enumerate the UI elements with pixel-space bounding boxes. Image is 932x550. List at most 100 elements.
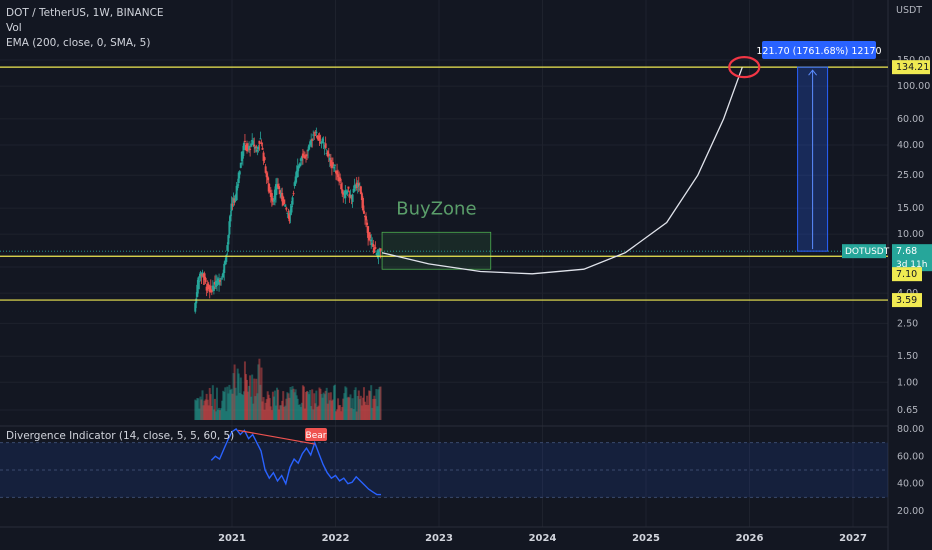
volume-legend[interactable]: Vol: [6, 22, 22, 34]
volume-bar: [210, 405, 213, 420]
candle-body: [273, 189, 276, 200]
price-tick-label: 10.00: [897, 229, 924, 240]
candle-body: [264, 166, 267, 173]
volume-bar: [316, 406, 319, 420]
volume-bar: [211, 385, 214, 420]
volume-bar: [360, 405, 363, 420]
divergence-legend[interactable]: Divergence Indicator (14, close, 5, 5, 6…: [6, 430, 235, 442]
volume-bar: [344, 386, 347, 420]
volume-bar: [225, 411, 228, 420]
candle-body: [294, 176, 297, 184]
volume-bar: [366, 395, 369, 420]
symbol-tag-bg: [842, 244, 886, 259]
candle-body: [208, 286, 211, 293]
volume-bar: [201, 390, 204, 420]
volume-bar: [231, 393, 234, 420]
candle-body: [217, 278, 220, 285]
volume-bar: [222, 390, 225, 420]
candle-body: [251, 139, 254, 142]
buy-zone-box[interactable]: BuyZone: [381, 198, 492, 270]
volume-bar: [263, 409, 266, 420]
candle-body: [342, 191, 345, 195]
candle-body: [361, 197, 364, 211]
candle-body: [352, 188, 355, 193]
time-axis[interactable]: 2021 2022 2023 2024 2025 2026 2027: [0, 526, 888, 544]
candle-body: [305, 155, 308, 157]
candle-body: [339, 177, 342, 182]
volume-bar: [287, 393, 290, 420]
volume-bar: [237, 373, 240, 420]
volume-bar: [283, 406, 286, 420]
candle-body: [233, 198, 236, 202]
candle-body: [333, 164, 336, 166]
volume-bar: [296, 398, 299, 420]
candle-body: [210, 289, 213, 293]
candle-body: [241, 151, 244, 159]
level-mid-tag: 7.10: [896, 269, 917, 280]
candle-body: [271, 198, 274, 202]
candle-body: [221, 278, 224, 280]
candle-body: [246, 143, 249, 152]
buy-zone-rect[interactable]: [381, 231, 492, 270]
volume-bar: [217, 409, 220, 420]
candle-body: [291, 197, 294, 205]
candle-body: [248, 145, 251, 151]
candle-body: [267, 183, 270, 192]
volume-bar: [264, 402, 267, 420]
volume-bar: [302, 386, 305, 420]
volume-bar: [328, 400, 331, 420]
target-circle[interactable]: [728, 56, 761, 79]
volume-bar: [309, 389, 312, 420]
horizontal-levels[interactable]: [0, 66, 888, 301]
volume-bar: [338, 405, 341, 420]
volume-bar: [331, 399, 334, 420]
volume-bar: [359, 395, 362, 420]
volume-bar: [378, 386, 381, 420]
rsi-line: Bear: [210, 428, 381, 496]
volume-bar: [365, 404, 368, 420]
candle-body: [354, 185, 357, 188]
candle-body: [377, 251, 380, 258]
candle-body: [335, 170, 338, 174]
volume-bar: [348, 397, 351, 420]
candle-body: [206, 283, 209, 290]
candle-body: [250, 143, 253, 147]
volume-bar: [226, 386, 229, 420]
candle-body: [327, 153, 330, 157]
candle-body: [197, 277, 200, 290]
volume-bar: [227, 393, 230, 420]
projection-curve[interactable]: [381, 56, 761, 275]
volume-bar: [324, 390, 327, 420]
volume-bar: [208, 387, 211, 420]
measure-tool[interactable]: 121.70 (1761.68%) 12170: [756, 41, 882, 252]
candle-body: [253, 144, 256, 147]
volume-bar: [256, 393, 259, 420]
candle-body: [281, 193, 284, 202]
volume-bar: [215, 387, 218, 420]
volume-bar: [367, 405, 370, 420]
candle-body: [205, 286, 208, 291]
volume-bar: [234, 387, 237, 420]
candle-body: [263, 157, 266, 161]
volume-bar: [288, 397, 291, 420]
candle-body: [378, 248, 381, 253]
candle-body: [368, 232, 371, 240]
price-tick-label: 25.00: [897, 170, 924, 181]
measure-arrow-head: [808, 69, 817, 76]
level-mid-tag-bg: [892, 267, 922, 282]
symbol-title[interactable]: DOT / TetherUS, 1W, BINANCE: [6, 7, 164, 19]
volume-bar: [254, 396, 257, 420]
projection-path[interactable]: [381, 66, 743, 275]
volume-bar: [321, 397, 324, 420]
volume-bar: [206, 399, 209, 420]
ema-legend[interactable]: EMA (200, close, 0, SMA, 5): [6, 37, 151, 49]
volume-bar: [199, 396, 202, 420]
volume-bar: [345, 387, 348, 420]
candle-body: [376, 250, 379, 257]
candle-body: [260, 142, 263, 145]
candle-body: [280, 192, 283, 198]
volume-bar: [247, 391, 250, 420]
candle-body: [234, 195, 237, 201]
